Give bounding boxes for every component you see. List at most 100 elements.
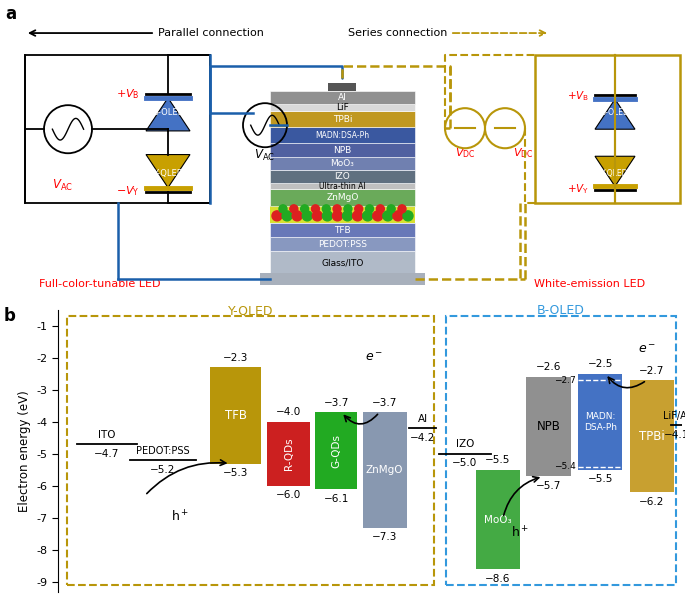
- Circle shape: [290, 205, 298, 213]
- Circle shape: [373, 211, 383, 221]
- Text: PEDOT:PSS: PEDOT:PSS: [318, 240, 367, 249]
- Polygon shape: [146, 98, 190, 131]
- Text: e$^-$: e$^-$: [365, 351, 383, 364]
- Text: Ultra-thin Al: Ultra-thin Al: [319, 182, 366, 191]
- Text: e$^-$: e$^-$: [638, 343, 656, 356]
- Text: Y-QLED: Y-QLED: [228, 304, 273, 317]
- Text: TPBi: TPBi: [639, 430, 665, 443]
- Text: LiF/Al: LiF/Al: [663, 410, 685, 421]
- Circle shape: [383, 211, 393, 221]
- Circle shape: [344, 205, 352, 213]
- Text: −6.2: −6.2: [639, 497, 664, 507]
- Circle shape: [332, 211, 342, 221]
- Circle shape: [376, 205, 384, 213]
- Bar: [66, 316, 434, 585]
- Text: −5.4: −5.4: [554, 463, 576, 471]
- Bar: [446, 316, 676, 585]
- Text: ZnMgO: ZnMgO: [326, 193, 359, 202]
- Text: $+V_{\rm B}$: $+V_{\rm B}$: [566, 89, 589, 103]
- Text: TFB: TFB: [225, 409, 247, 422]
- Text: −5.5: −5.5: [588, 475, 613, 484]
- Circle shape: [292, 211, 302, 221]
- Text: −2.7: −2.7: [639, 365, 664, 376]
- Text: ZnMgO: ZnMgO: [366, 465, 403, 475]
- Text: Y-QLED: Y-QLED: [153, 169, 183, 178]
- Circle shape: [301, 205, 309, 213]
- Bar: [270, 171, 415, 183]
- Text: −4.0: −4.0: [276, 407, 301, 418]
- Bar: [260, 273, 425, 285]
- Text: −2.5: −2.5: [588, 359, 613, 369]
- Text: −2.3: −2.3: [223, 353, 249, 363]
- Bar: [578, 374, 623, 470]
- Text: MoO₃: MoO₃: [331, 159, 354, 168]
- Text: Y-QLED: Y-QLED: [601, 169, 629, 178]
- Bar: [270, 189, 415, 206]
- Text: a: a: [5, 5, 16, 23]
- Text: $+V_{\rm B}$: $+V_{\rm B}$: [116, 87, 140, 101]
- Text: −5.5: −5.5: [485, 455, 510, 466]
- Text: ITO: ITO: [98, 430, 116, 440]
- Text: −7.3: −7.3: [372, 532, 397, 542]
- Text: PEDOT:PSS: PEDOT:PSS: [136, 446, 190, 456]
- Text: TPBi: TPBi: [333, 115, 352, 124]
- Circle shape: [323, 211, 332, 221]
- Bar: [315, 412, 357, 489]
- Text: IZO: IZO: [456, 439, 474, 449]
- Bar: [270, 104, 415, 111]
- Circle shape: [398, 205, 406, 213]
- Text: −4.2: −4.2: [410, 433, 436, 443]
- Circle shape: [342, 211, 353, 221]
- Bar: [475, 470, 520, 569]
- Text: −3.7: −3.7: [323, 398, 349, 408]
- Bar: [270, 206, 415, 223]
- Bar: [270, 157, 415, 171]
- Circle shape: [312, 205, 319, 213]
- Circle shape: [362, 211, 373, 221]
- Circle shape: [322, 205, 330, 213]
- Text: R-QDs: R-QDs: [284, 438, 294, 470]
- Text: $V_{\rm DC}$: $V_{\rm DC}$: [455, 146, 475, 160]
- Text: White-emission LED: White-emission LED: [534, 279, 645, 290]
- Bar: [270, 91, 415, 104]
- Text: h$^+$: h$^+$: [171, 509, 189, 524]
- Text: Series connection: Series connection: [347, 28, 447, 38]
- Text: MADN:DSA-Ph: MADN:DSA-Ph: [315, 131, 370, 140]
- Bar: [270, 251, 415, 276]
- Circle shape: [279, 205, 287, 213]
- Text: −5.0: −5.0: [452, 458, 477, 469]
- Text: B-OLED: B-OLED: [601, 107, 630, 117]
- Bar: [270, 143, 415, 157]
- Text: Parallel connection: Parallel connection: [158, 28, 264, 38]
- Text: NPB: NPB: [334, 146, 351, 155]
- Circle shape: [282, 211, 292, 221]
- Polygon shape: [595, 99, 635, 129]
- Bar: [362, 412, 407, 527]
- Bar: [329, 83, 356, 91]
- Text: TFB: TFB: [334, 226, 351, 235]
- Text: NPB: NPB: [536, 420, 560, 433]
- Text: −4.1: −4.1: [664, 430, 685, 439]
- Text: Full-color-tunable LED: Full-color-tunable LED: [39, 279, 161, 290]
- Circle shape: [272, 211, 282, 221]
- Text: Al: Al: [338, 93, 347, 102]
- Circle shape: [393, 211, 403, 221]
- Text: B-OLED: B-OLED: [537, 304, 585, 317]
- Text: −5.3: −5.3: [223, 468, 249, 478]
- Text: −6.0: −6.0: [276, 490, 301, 500]
- Text: −5.2: −5.2: [150, 465, 175, 475]
- Text: $-V_{\rm Y}$: $-V_{\rm Y}$: [116, 185, 140, 198]
- Text: $+V_{\rm Y}$: $+V_{\rm Y}$: [566, 183, 589, 196]
- Text: −6.1: −6.1: [323, 493, 349, 504]
- Bar: [630, 380, 674, 492]
- Text: IZO: IZO: [335, 172, 350, 181]
- Circle shape: [333, 205, 341, 213]
- Bar: [270, 237, 415, 251]
- Circle shape: [403, 211, 413, 221]
- Bar: [25, 55, 210, 203]
- Bar: [535, 55, 680, 203]
- Text: −2.6: −2.6: [536, 362, 561, 373]
- Text: MADN:
DSA-Ph: MADN: DSA-Ph: [584, 412, 616, 432]
- Text: b: b: [3, 307, 15, 325]
- Circle shape: [353, 211, 362, 221]
